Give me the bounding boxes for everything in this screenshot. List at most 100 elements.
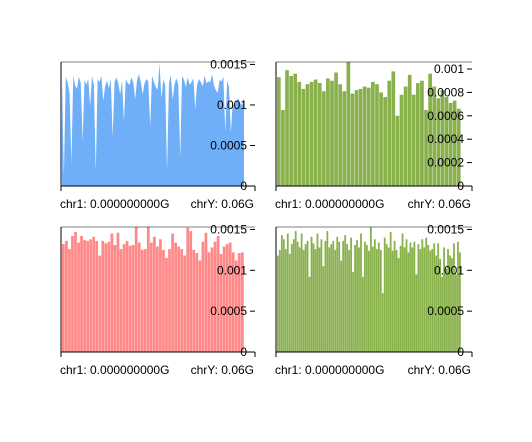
bar bbox=[282, 239, 285, 352]
bar bbox=[298, 247, 301, 352]
bar bbox=[356, 240, 358, 352]
bar bbox=[433, 243, 436, 352]
bar bbox=[234, 260, 238, 352]
bar bbox=[457, 241, 459, 352]
x-tick-label-end: chrY: 0.06G bbox=[408, 197, 471, 211]
x-tick-label-start: chr1: 0.000000000G bbox=[60, 197, 169, 211]
bar bbox=[289, 76, 293, 186]
bar bbox=[421, 239, 424, 352]
y-tick-label: 0 bbox=[240, 179, 247, 193]
chart-panel-3: 0.0015 0.001 0.0005 0 chr1: 0.000000000G chrY… bbox=[60, 222, 256, 377]
bar bbox=[177, 246, 180, 352]
bar bbox=[387, 247, 390, 352]
bar bbox=[324, 240, 327, 352]
bar bbox=[377, 242, 380, 352]
bar bbox=[428, 73, 432, 186]
bar bbox=[435, 255, 438, 352]
bar bbox=[316, 233, 319, 352]
bar bbox=[165, 258, 168, 352]
y-tick-label: 0.001 bbox=[434, 62, 464, 76]
bar bbox=[201, 241, 205, 352]
bar bbox=[401, 233, 404, 352]
bar bbox=[448, 102, 453, 186]
bar bbox=[416, 83, 420, 186]
bar bbox=[459, 252, 461, 352]
bar bbox=[312, 243, 315, 352]
bar bbox=[231, 252, 235, 352]
y-tick-label: 0.0005 bbox=[210, 304, 247, 318]
chart-panel-2: 0.001 0.0008 0.0006 0.0004 0.0002 0 chr1: 0.00… bbox=[275, 61, 473, 211]
bar bbox=[119, 249, 123, 352]
y-tick-label: 0.001 bbox=[434, 263, 464, 277]
bar bbox=[437, 243, 440, 352]
bar bbox=[285, 70, 289, 186]
chart-panel-1: 0.0015 0.001 0.0005 0 chr1: 0.000000000G chrY… bbox=[60, 57, 256, 211]
bar bbox=[385, 244, 388, 352]
bar bbox=[424, 109, 428, 186]
y-tick-label: 0.001 bbox=[217, 263, 247, 277]
bar bbox=[89, 239, 93, 352]
bar bbox=[334, 249, 337, 352]
bar bbox=[162, 249, 165, 352]
bar bbox=[399, 245, 402, 352]
bar bbox=[322, 266, 325, 352]
bar bbox=[443, 247, 445, 352]
bar bbox=[153, 236, 156, 352]
bar bbox=[326, 78, 330, 186]
bar bbox=[328, 247, 331, 352]
bar bbox=[219, 253, 223, 352]
bar bbox=[340, 260, 343, 352]
bar bbox=[278, 249, 281, 352]
bar bbox=[371, 246, 374, 352]
bar bbox=[419, 249, 422, 352]
bar bbox=[453, 243, 455, 352]
bar bbox=[368, 250, 370, 352]
bar bbox=[452, 100, 457, 186]
bar bbox=[425, 237, 428, 352]
bar bbox=[371, 81, 375, 186]
y-tick-label: 0.0008 bbox=[427, 85, 464, 99]
bar bbox=[375, 249, 378, 352]
y-tick-label: 0.0015 bbox=[210, 57, 247, 71]
bar bbox=[336, 236, 339, 352]
bar bbox=[352, 271, 354, 352]
bar bbox=[237, 253, 241, 352]
bar bbox=[306, 240, 309, 352]
bar bbox=[134, 227, 138, 352]
y-tick-label: 0 bbox=[240, 345, 247, 359]
bar bbox=[77, 242, 80, 352]
bar bbox=[225, 244, 229, 352]
bar bbox=[310, 236, 313, 352]
bar bbox=[415, 274, 418, 352]
bar bbox=[140, 249, 144, 352]
bar bbox=[447, 249, 449, 352]
bar bbox=[62, 244, 65, 352]
bar bbox=[92, 236, 96, 352]
bar bbox=[98, 255, 102, 352]
bar bbox=[128, 245, 132, 352]
bar bbox=[207, 252, 211, 352]
bar bbox=[110, 233, 114, 352]
bar bbox=[391, 250, 394, 352]
x-tick-label-start: chr1: 0.000000000G bbox=[60, 363, 169, 377]
bar bbox=[381, 293, 384, 352]
bar bbox=[441, 276, 443, 352]
bar bbox=[293, 73, 298, 186]
bar bbox=[439, 258, 442, 352]
bar bbox=[445, 268, 447, 352]
bar bbox=[407, 252, 410, 352]
bar bbox=[407, 74, 412, 186]
bar bbox=[348, 249, 351, 352]
bar bbox=[364, 241, 366, 352]
bar bbox=[403, 86, 408, 186]
area-series bbox=[62, 63, 244, 187]
bar bbox=[456, 108, 461, 186]
bar bbox=[286, 233, 289, 352]
bar bbox=[358, 88, 363, 186]
bar bbox=[423, 247, 426, 352]
bar bbox=[281, 109, 285, 186]
bar bbox=[292, 239, 295, 352]
bar bbox=[403, 247, 406, 352]
bar bbox=[104, 243, 108, 352]
bar bbox=[395, 115, 400, 186]
